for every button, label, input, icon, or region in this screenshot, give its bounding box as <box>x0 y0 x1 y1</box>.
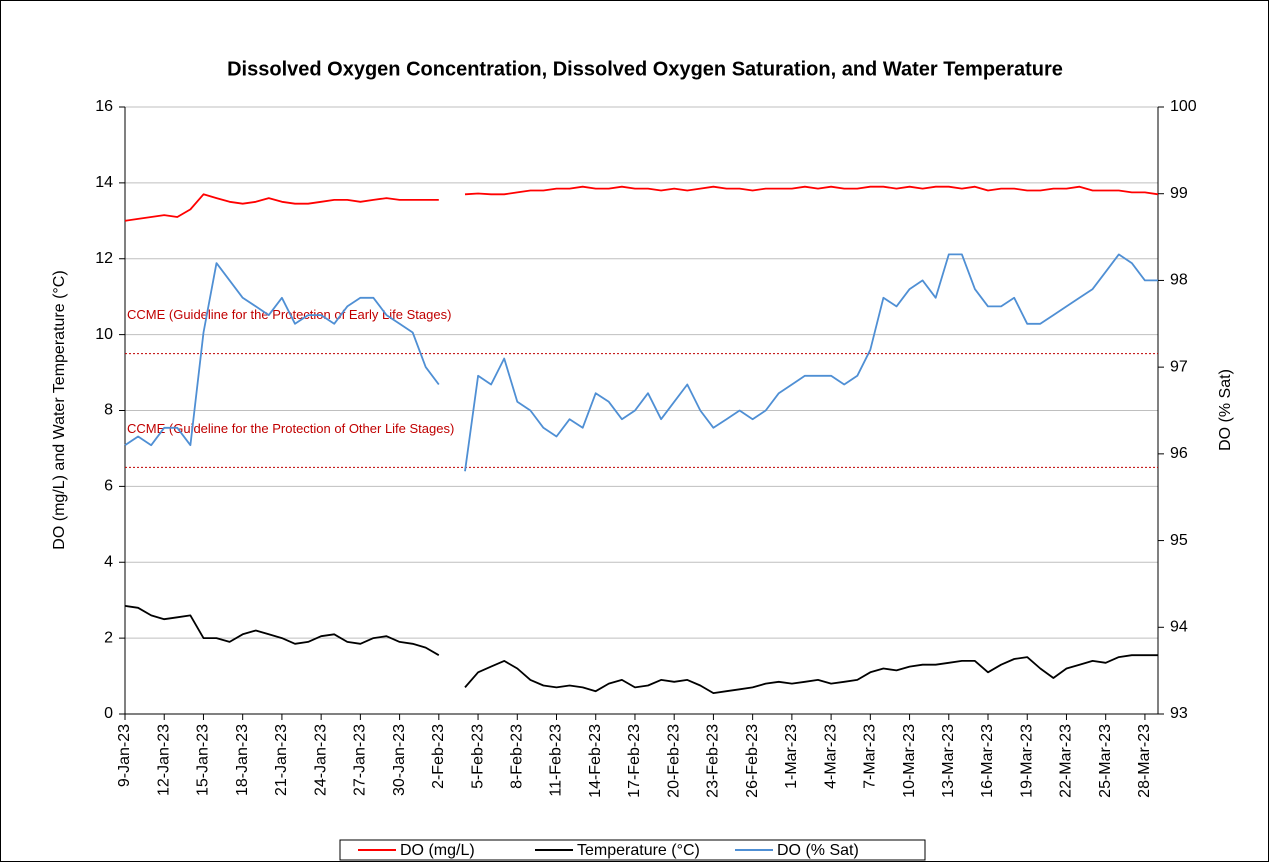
legend-label: Temperature (°C) <box>577 842 700 859</box>
y2-tick-label: 94 <box>1170 619 1188 636</box>
reference-label: CCME (Guideline for the Protection of Ea… <box>127 307 451 322</box>
series-line <box>124 605 1158 694</box>
x-tick-label: 10-Mar-23 <box>901 724 918 798</box>
x-tick-label: 9-Jan-23 <box>116 724 133 787</box>
x-tick-label: 26-Feb-23 <box>744 724 761 798</box>
y2-tick-label: 98 <box>1170 272 1188 289</box>
y2-tick-label: 95 <box>1170 532 1188 549</box>
x-tick-label: 7-Mar-23 <box>862 724 879 789</box>
series-line <box>124 185 1159 222</box>
x-tick-label: 17-Feb-23 <box>626 724 643 798</box>
y-tick-label: 12 <box>95 250 113 267</box>
x-tick-label: 13-Mar-23 <box>940 724 957 798</box>
series-line <box>124 253 1158 472</box>
y2-axis-title: DO (% Sat) <box>1217 369 1234 451</box>
x-tick-label: 25-Mar-23 <box>1097 724 1114 798</box>
x-tick-label: 30-Jan-23 <box>391 724 408 796</box>
y-tick-label: 2 <box>104 629 113 646</box>
x-tick-label: 23-Feb-23 <box>705 724 722 798</box>
x-tick-label: 22-Mar-23 <box>1058 724 1075 798</box>
x-tick-label: 24-Jan-23 <box>312 724 329 796</box>
y-tick-label: 0 <box>104 705 113 722</box>
y-axis-title: DO (mg/L) and Water Temperature (°C) <box>51 270 68 549</box>
x-tick-label: 20-Feb-23 <box>665 724 682 798</box>
x-tick-label: 15-Jan-23 <box>195 724 212 796</box>
y2-tick-label: 99 <box>1170 185 1188 202</box>
x-tick-label: 16-Mar-23 <box>979 724 996 798</box>
x-tick-label: 2-Feb-23 <box>430 724 447 789</box>
x-tick-label: 19-Mar-23 <box>1018 724 1035 798</box>
legend-label: DO (% Sat) <box>777 842 859 859</box>
legend: DO (mg/L) Temperature (°C) DO (% Sat) <box>339 839 926 861</box>
y-tick-label: 4 <box>104 553 113 570</box>
x-tick-label: 11-Feb-23 <box>548 724 565 797</box>
y-tick-label: 10 <box>95 326 113 343</box>
y-tick-label: 8 <box>104 402 113 419</box>
x-tick-label: 8-Feb-23 <box>508 724 525 789</box>
x-tick-label: 12-Jan-23 <box>155 724 172 796</box>
legend-box <box>339 839 926 861</box>
reference-label: CCME (Guideline for the Protection of Ot… <box>127 421 454 436</box>
y2-tick-label: 93 <box>1170 705 1188 722</box>
legend-label: DO (mg/L) <box>400 842 475 859</box>
y2-tick-label: 100 <box>1170 98 1197 115</box>
x-tick-label: 14-Feb-23 <box>587 724 604 798</box>
x-tick-label: 1-Mar-23 <box>783 724 800 789</box>
x-tick-label: 27-Jan-23 <box>352 724 369 796</box>
x-tick-label: 21-Jan-23 <box>273 724 290 796</box>
y-tick-label: 16 <box>95 98 113 115</box>
x-tick-label: 5-Feb-23 <box>469 724 486 789</box>
chart-title: Dissolved Oxygen Concentration, Dissolve… <box>227 58 1063 80</box>
x-tick-label: 18-Jan-23 <box>234 724 251 796</box>
y-tick-label: 6 <box>104 478 113 495</box>
x-tick-label: 28-Mar-23 <box>1136 724 1153 798</box>
y-tick-label: 14 <box>95 174 113 191</box>
y2-tick-label: 97 <box>1170 358 1188 375</box>
x-tick-label: 4-Mar-23 <box>822 724 839 789</box>
y2-tick-label: 96 <box>1170 445 1188 462</box>
